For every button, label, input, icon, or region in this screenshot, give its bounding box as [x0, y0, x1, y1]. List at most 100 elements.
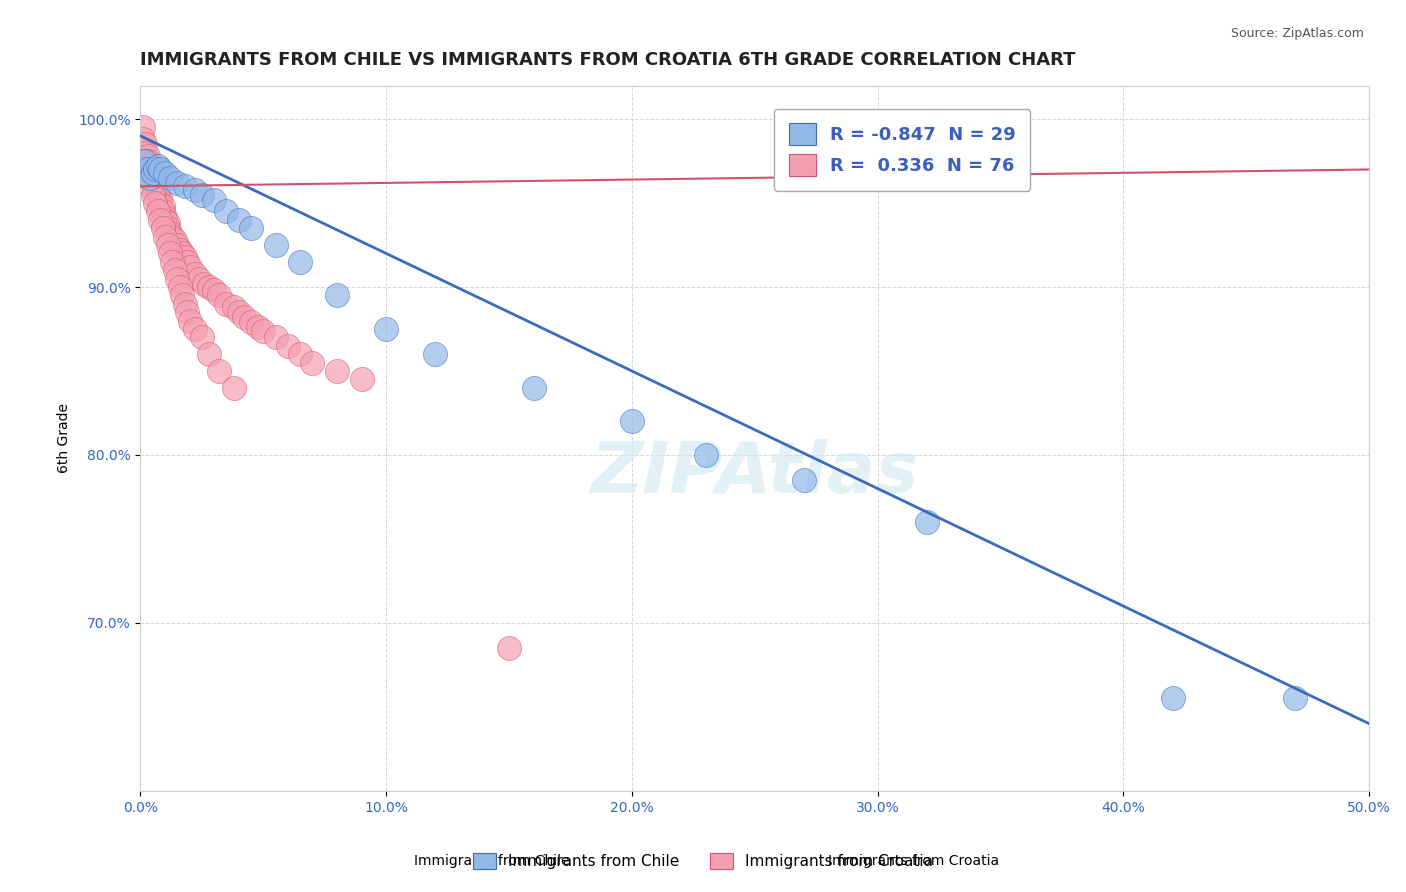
Point — [146, 204, 169, 219]
Point — [149, 212, 172, 227]
Point — [162, 229, 184, 244]
Text: Source: ZipAtlas.com: Source: ZipAtlas.com — [1230, 27, 1364, 40]
Point — [132, 120, 155, 135]
Point — [149, 196, 172, 211]
Point — [134, 154, 156, 169]
Point — [215, 204, 238, 219]
Text: Immigrants from Chile: Immigrants from Chile — [415, 855, 569, 868]
Point — [136, 162, 159, 177]
Point — [134, 145, 156, 160]
Point — [139, 159, 162, 173]
Point — [146, 183, 169, 197]
Text: IMMIGRANTS FROM CHILE VS IMMIGRANTS FROM CROATIA 6TH GRADE CORRELATION CHART: IMMIGRANTS FROM CHILE VS IMMIGRANTS FROM… — [141, 51, 1076, 69]
Point — [159, 227, 181, 241]
Point — [193, 277, 215, 291]
Point — [156, 221, 179, 235]
Point — [152, 204, 174, 219]
Point — [252, 324, 274, 338]
Point — [163, 263, 186, 277]
Point — [149, 191, 172, 205]
Point — [202, 284, 225, 298]
Point — [191, 330, 214, 344]
Point — [222, 300, 245, 314]
Text: ZIPAtlas: ZIPAtlas — [591, 439, 920, 508]
Point — [159, 246, 181, 260]
Point — [326, 364, 349, 378]
Point — [166, 238, 188, 252]
Point — [228, 212, 250, 227]
Point — [153, 210, 176, 224]
Point — [143, 196, 166, 211]
Point — [143, 176, 166, 190]
Point — [142, 187, 165, 202]
Point — [375, 322, 398, 336]
Point — [915, 515, 938, 529]
Point — [620, 414, 643, 428]
Point — [146, 159, 169, 173]
Point — [202, 193, 225, 207]
Y-axis label: 6th Grade: 6th Grade — [58, 403, 72, 473]
Point — [142, 170, 165, 185]
Point — [169, 280, 191, 294]
Point — [162, 255, 184, 269]
Point — [301, 356, 323, 370]
Point — [139, 170, 162, 185]
Legend: R = -0.847  N = 29, R =  0.336  N = 76: R = -0.847 N = 29, R = 0.336 N = 76 — [775, 109, 1031, 191]
Point — [264, 238, 287, 252]
Point — [152, 199, 174, 213]
Point — [166, 271, 188, 285]
Point — [142, 166, 165, 180]
Point — [169, 243, 191, 257]
Point — [198, 347, 221, 361]
Point — [146, 187, 169, 202]
Point — [136, 149, 159, 163]
Point — [143, 179, 166, 194]
Point — [149, 162, 172, 177]
Point — [183, 267, 205, 281]
Point — [179, 260, 201, 274]
Point — [142, 166, 165, 180]
Point — [326, 288, 349, 302]
Point — [143, 162, 166, 177]
Point — [153, 166, 176, 180]
Point — [156, 238, 179, 252]
Point — [153, 212, 176, 227]
Point — [176, 255, 198, 269]
Point — [134, 137, 156, 152]
Point — [228, 305, 250, 319]
Point — [793, 473, 815, 487]
Point — [172, 246, 194, 260]
Point — [1161, 691, 1184, 706]
Point — [183, 322, 205, 336]
Point — [172, 288, 194, 302]
Text: Immigrants from Croatia: Immigrants from Croatia — [828, 855, 1000, 868]
Point — [159, 170, 181, 185]
Point — [350, 372, 373, 386]
Point — [290, 347, 312, 361]
Point — [188, 271, 211, 285]
Point — [139, 162, 162, 177]
Point — [132, 154, 155, 169]
Point — [208, 364, 231, 378]
Point — [173, 179, 195, 194]
Point — [139, 179, 162, 194]
Point — [176, 305, 198, 319]
Legend: Immigrants from Chile, Immigrants from Croatia: Immigrants from Chile, Immigrants from C… — [467, 847, 939, 875]
Point — [173, 297, 195, 311]
Point — [156, 216, 179, 230]
Point — [290, 255, 312, 269]
Point — [183, 183, 205, 197]
Point — [191, 187, 214, 202]
Point — [498, 641, 520, 656]
Point — [277, 339, 299, 353]
Point — [198, 280, 221, 294]
Point — [1284, 691, 1306, 706]
Point — [166, 176, 188, 190]
Point — [136, 170, 159, 185]
Point — [132, 132, 155, 146]
Point — [179, 313, 201, 327]
Point — [232, 310, 254, 325]
Point — [523, 381, 546, 395]
Point — [173, 250, 195, 264]
Point — [215, 297, 238, 311]
